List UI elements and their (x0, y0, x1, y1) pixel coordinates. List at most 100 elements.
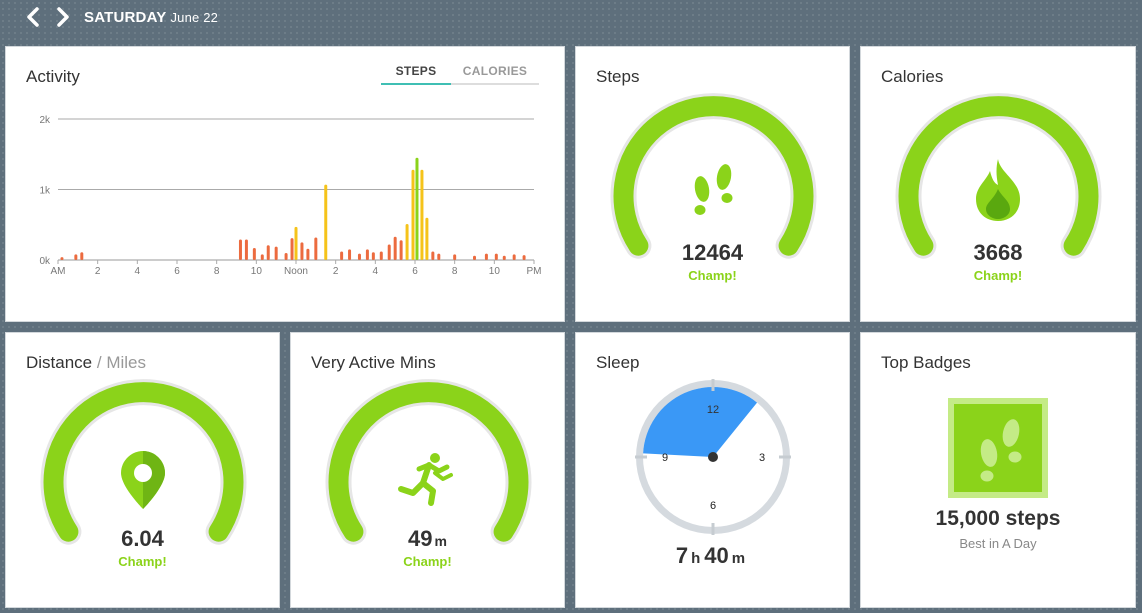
chevron-left-icon (27, 7, 39, 27)
previous-day-button[interactable] (22, 6, 44, 28)
activity-bar (473, 255, 476, 260)
y-tick-label: 0k (39, 256, 51, 267)
activity-bar (284, 252, 288, 260)
activity-bar (405, 224, 409, 260)
activity-bar (238, 239, 242, 260)
sleep-hours-unit: h (691, 550, 701, 567)
activity-bar (420, 169, 424, 260)
activity-title: Activity (26, 67, 80, 86)
distance-gauge (40, 379, 247, 545)
activity-card: Activity STEPS CALORIES 0k 1k 2k AM 2 4 6 8 10 No… (5, 46, 565, 322)
activity-bar (411, 169, 415, 260)
badge-footprints-icon (980, 419, 1022, 482)
activity-bar (60, 257, 64, 260)
badge-graphic[interactable] (861, 333, 1137, 609)
active-mins-gauge-fill (328, 382, 529, 542)
steps-title: Steps (596, 67, 640, 86)
calories-card: Calories 3668 Champ! (860, 46, 1136, 322)
tab-steps[interactable]: STEPS (381, 64, 451, 85)
badges-title: Top Badges (881, 353, 971, 372)
steps-status: Champ! (688, 268, 737, 283)
active-mins-number: 49 (408, 526, 433, 551)
distance-value: 6.04 (121, 526, 164, 551)
activity-bar (415, 157, 419, 260)
activity-bar (371, 252, 375, 260)
clock-label-12: 12 (707, 404, 719, 416)
sleep-minutes: 40 (704, 543, 729, 568)
activity-bar (324, 184, 328, 260)
activity-bar (260, 254, 264, 260)
runner-icon (398, 453, 453, 506)
activity-bar (437, 253, 441, 260)
tab-calories[interactable]: CALORIES (451, 64, 539, 85)
x-tick-label: 8 (452, 266, 458, 277)
calories-gauge (895, 93, 1102, 259)
active-mins-unit: m (434, 533, 447, 549)
distance-unit-label: / Miles (96, 353, 146, 372)
distance-card: Distance / Miles 6.04 Champ! (5, 332, 280, 608)
activity-bar (274, 246, 278, 260)
activity-bar (512, 254, 516, 260)
x-tick-label: 4 (135, 266, 141, 277)
calories-status: Champ! (973, 268, 1023, 283)
x-tick-label: 6 (412, 266, 418, 277)
active-mins-status: Champ! (403, 554, 452, 569)
x-tick-label: 6 (174, 266, 180, 277)
activity-bar (74, 254, 78, 260)
activity-bar (379, 251, 383, 260)
activity-bar (80, 252, 84, 260)
badges-card: Top Badges 15,000 steps Best in A Day (860, 332, 1136, 608)
calories-title: Calories (881, 67, 944, 86)
activity-bar (290, 238, 294, 260)
activity-tabs: STEPS CALORIES (381, 64, 539, 85)
steps-gauge-fill (613, 96, 814, 256)
activity-bar (393, 236, 397, 260)
date-title: SATURDAY June 22 (84, 9, 218, 26)
steps-gauge (610, 93, 817, 259)
x-tick-label: 4 (373, 266, 379, 277)
activity-bar (314, 237, 318, 260)
clock-label-9: 9 (662, 452, 668, 464)
activity-chart: 0k 1k 2k AM 2 4 6 8 10 Noon 2 4 6 8 10 PM (39, 115, 541, 277)
sleep-duration: 7 h 40 m (576, 543, 849, 569)
x-tick-label: 2 (333, 266, 339, 277)
day-label: SATURDAY (84, 9, 167, 26)
sleep-hours: 7 (675, 543, 689, 568)
clock-center (708, 452, 718, 462)
clock-label-3: 3 (759, 452, 765, 464)
activity-bar (300, 242, 304, 260)
next-day-button[interactable] (52, 6, 74, 28)
x-tick-label: 8 (214, 266, 220, 277)
y-tick-label: 2k (39, 115, 51, 126)
activity-bar (387, 244, 391, 260)
activity-bar (294, 226, 298, 260)
activity-bar (365, 249, 369, 260)
activity-bar (252, 248, 256, 260)
distance-title-label: Distance (26, 353, 93, 372)
activity-bar (357, 253, 361, 260)
sleep-clock: 12 3 6 9 (635, 379, 791, 535)
active-mins-value: 49 m (291, 526, 564, 552)
activity-bar (348, 249, 352, 260)
distance-gauge-fill (43, 382, 244, 542)
flame-icon (976, 159, 1020, 221)
sleep-card: Sleep 12 3 6 9 7 h 40 m (575, 332, 850, 608)
date-label: June 22 (170, 10, 219, 25)
active-mins-card: Very Active Mins 49 m Champ! (290, 332, 565, 608)
activity-bar (340, 251, 344, 260)
activity-bar (453, 254, 457, 260)
steps-card: Steps 12464 Champ! (575, 46, 850, 322)
footprints-icon (694, 164, 733, 215)
sleep-arc (643, 387, 758, 457)
steps-value: 12464 (681, 240, 744, 265)
active-mins-gauge (325, 379, 532, 545)
active-mins-title: Very Active Mins (311, 353, 436, 372)
top-bar: SATURDAY June 22 (0, 0, 1142, 38)
x-tick-label: 10 (251, 266, 263, 277)
activity-bar (399, 240, 403, 260)
x-tick-label: AM (51, 266, 66, 277)
badge-subtitle: Best in A Day (959, 536, 1037, 551)
activity-bar (522, 255, 526, 260)
calories-value: 3668 (973, 240, 1023, 265)
activity-bar (425, 217, 429, 260)
